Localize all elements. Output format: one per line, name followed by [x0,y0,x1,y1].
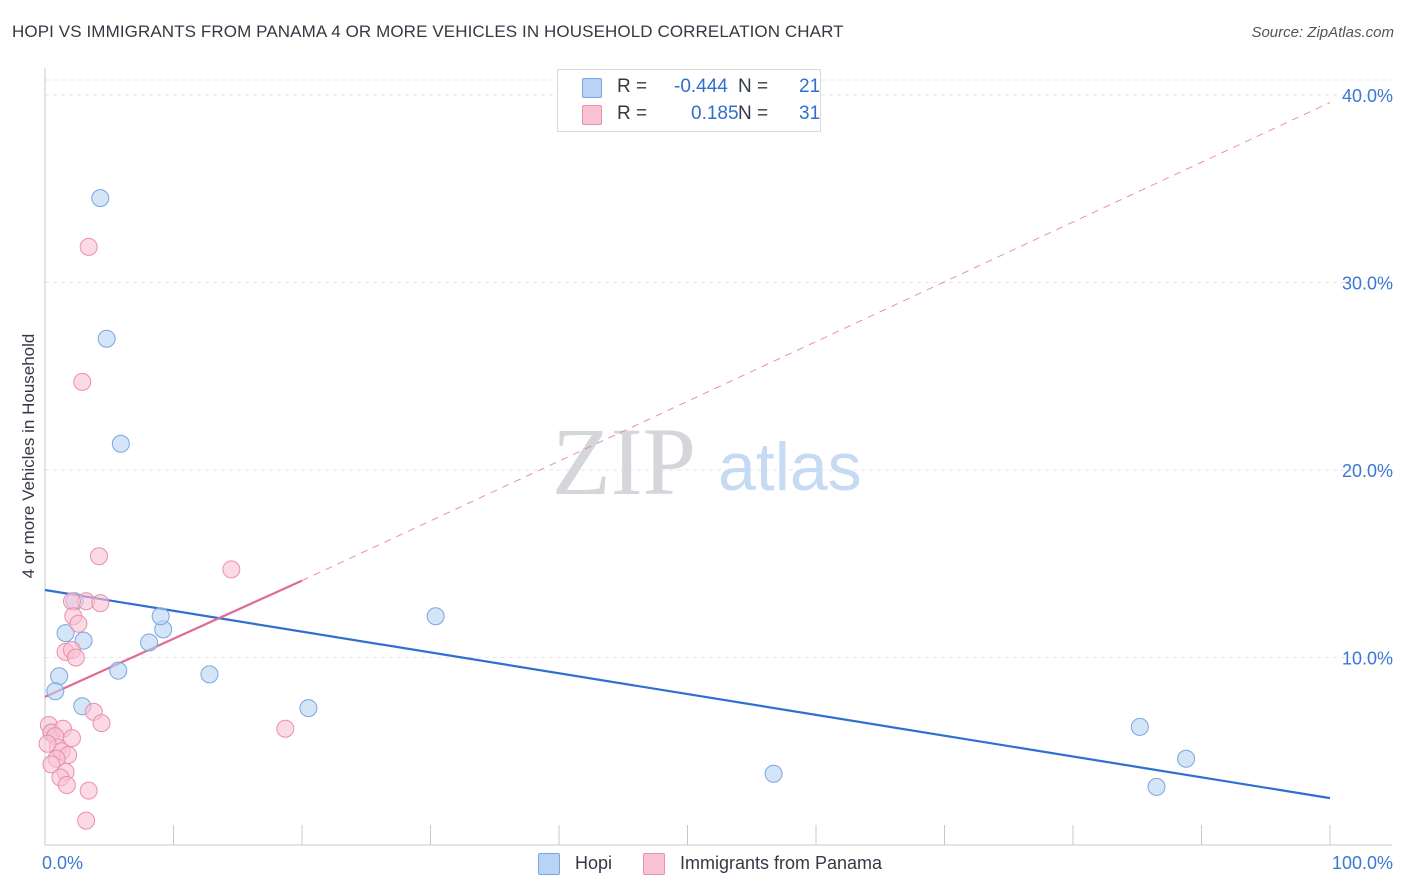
hopi-point [1177,749,1196,768]
r-value: 0.185 [691,103,739,124]
panama-point [57,776,76,794]
hopi-point [299,699,318,718]
n-label: N = [738,103,769,124]
panama-point [79,237,98,256]
y-tick-label: 30.0% [1342,274,1393,294]
hopi-point [111,434,130,453]
panama-point [73,372,92,391]
hopi-point [50,667,69,686]
hopi-point [1147,777,1166,796]
hopi-point [46,682,65,701]
grid-lines [45,79,1392,658]
x-tick-label: 100.0% [1332,853,1393,873]
axes [44,68,1392,846]
trend-line-panama [44,579,303,698]
hopi-point [426,607,445,626]
correlation-legend: R = -0.444 N = 21 R = 0.185 N = 31 [557,69,821,132]
hopi-point [109,661,128,680]
panama-swatch [582,105,602,125]
watermark-zip: ZIP [552,408,696,515]
hopi-legend-label: Hopi [575,853,613,873]
panama-point [79,781,98,800]
panama-point [77,811,96,830]
r-label: R = [617,103,648,124]
panama-legend-swatch [643,853,665,875]
y-tick-label: 20.0% [1342,461,1393,481]
panama-legend-label: Immigrants from Panama [680,853,883,873]
panama-point [222,560,241,579]
hopi-point [151,607,170,626]
panama-point [38,734,57,753]
tick-labels: 10.0% 20.0% 30.0% 40.0% 0.0% 100.0% [42,86,1393,873]
n-value: 21 [799,76,821,97]
watermark-atlas: atlas [718,429,862,505]
panama-point [89,547,108,566]
hopi-point [56,624,75,643]
panama-point [62,592,81,611]
panama-point [92,714,111,733]
y-tick-label: 40.0% [1342,86,1393,106]
r-value: -0.444 [674,76,728,97]
panama-point [91,594,110,613]
chart-title: HOPI VS IMMIGRANTS FROM PANAMA 4 OR MORE… [12,22,844,41]
n-label: N = [738,76,769,97]
r-label: R = [617,76,648,97]
trend-line-hopi [44,588,1331,800]
hopi-point [97,329,116,348]
hopi-point [140,633,159,652]
panama-point [42,755,61,774]
hopi-point [200,665,219,684]
x-tick-label: 0.0% [42,853,83,873]
trend-lines [44,102,1331,800]
watermark: ZIP atlas [552,408,862,515]
n-value: 31 [799,103,821,124]
panama-point [66,648,85,667]
data-points [38,189,1196,830]
hopi-legend-swatch [538,853,560,875]
hopi-point [91,189,110,208]
hopi-swatch [582,78,602,98]
y-tick-label: 10.0% [1342,649,1393,669]
source-credit: Source: ZipAtlas.com [1251,24,1394,41]
hopi-point [1130,717,1149,736]
panama-point [69,614,88,633]
panama-point [62,729,81,748]
panama-point [276,719,295,738]
hopi-point [764,764,783,783]
trend-line-extension [301,102,1331,582]
